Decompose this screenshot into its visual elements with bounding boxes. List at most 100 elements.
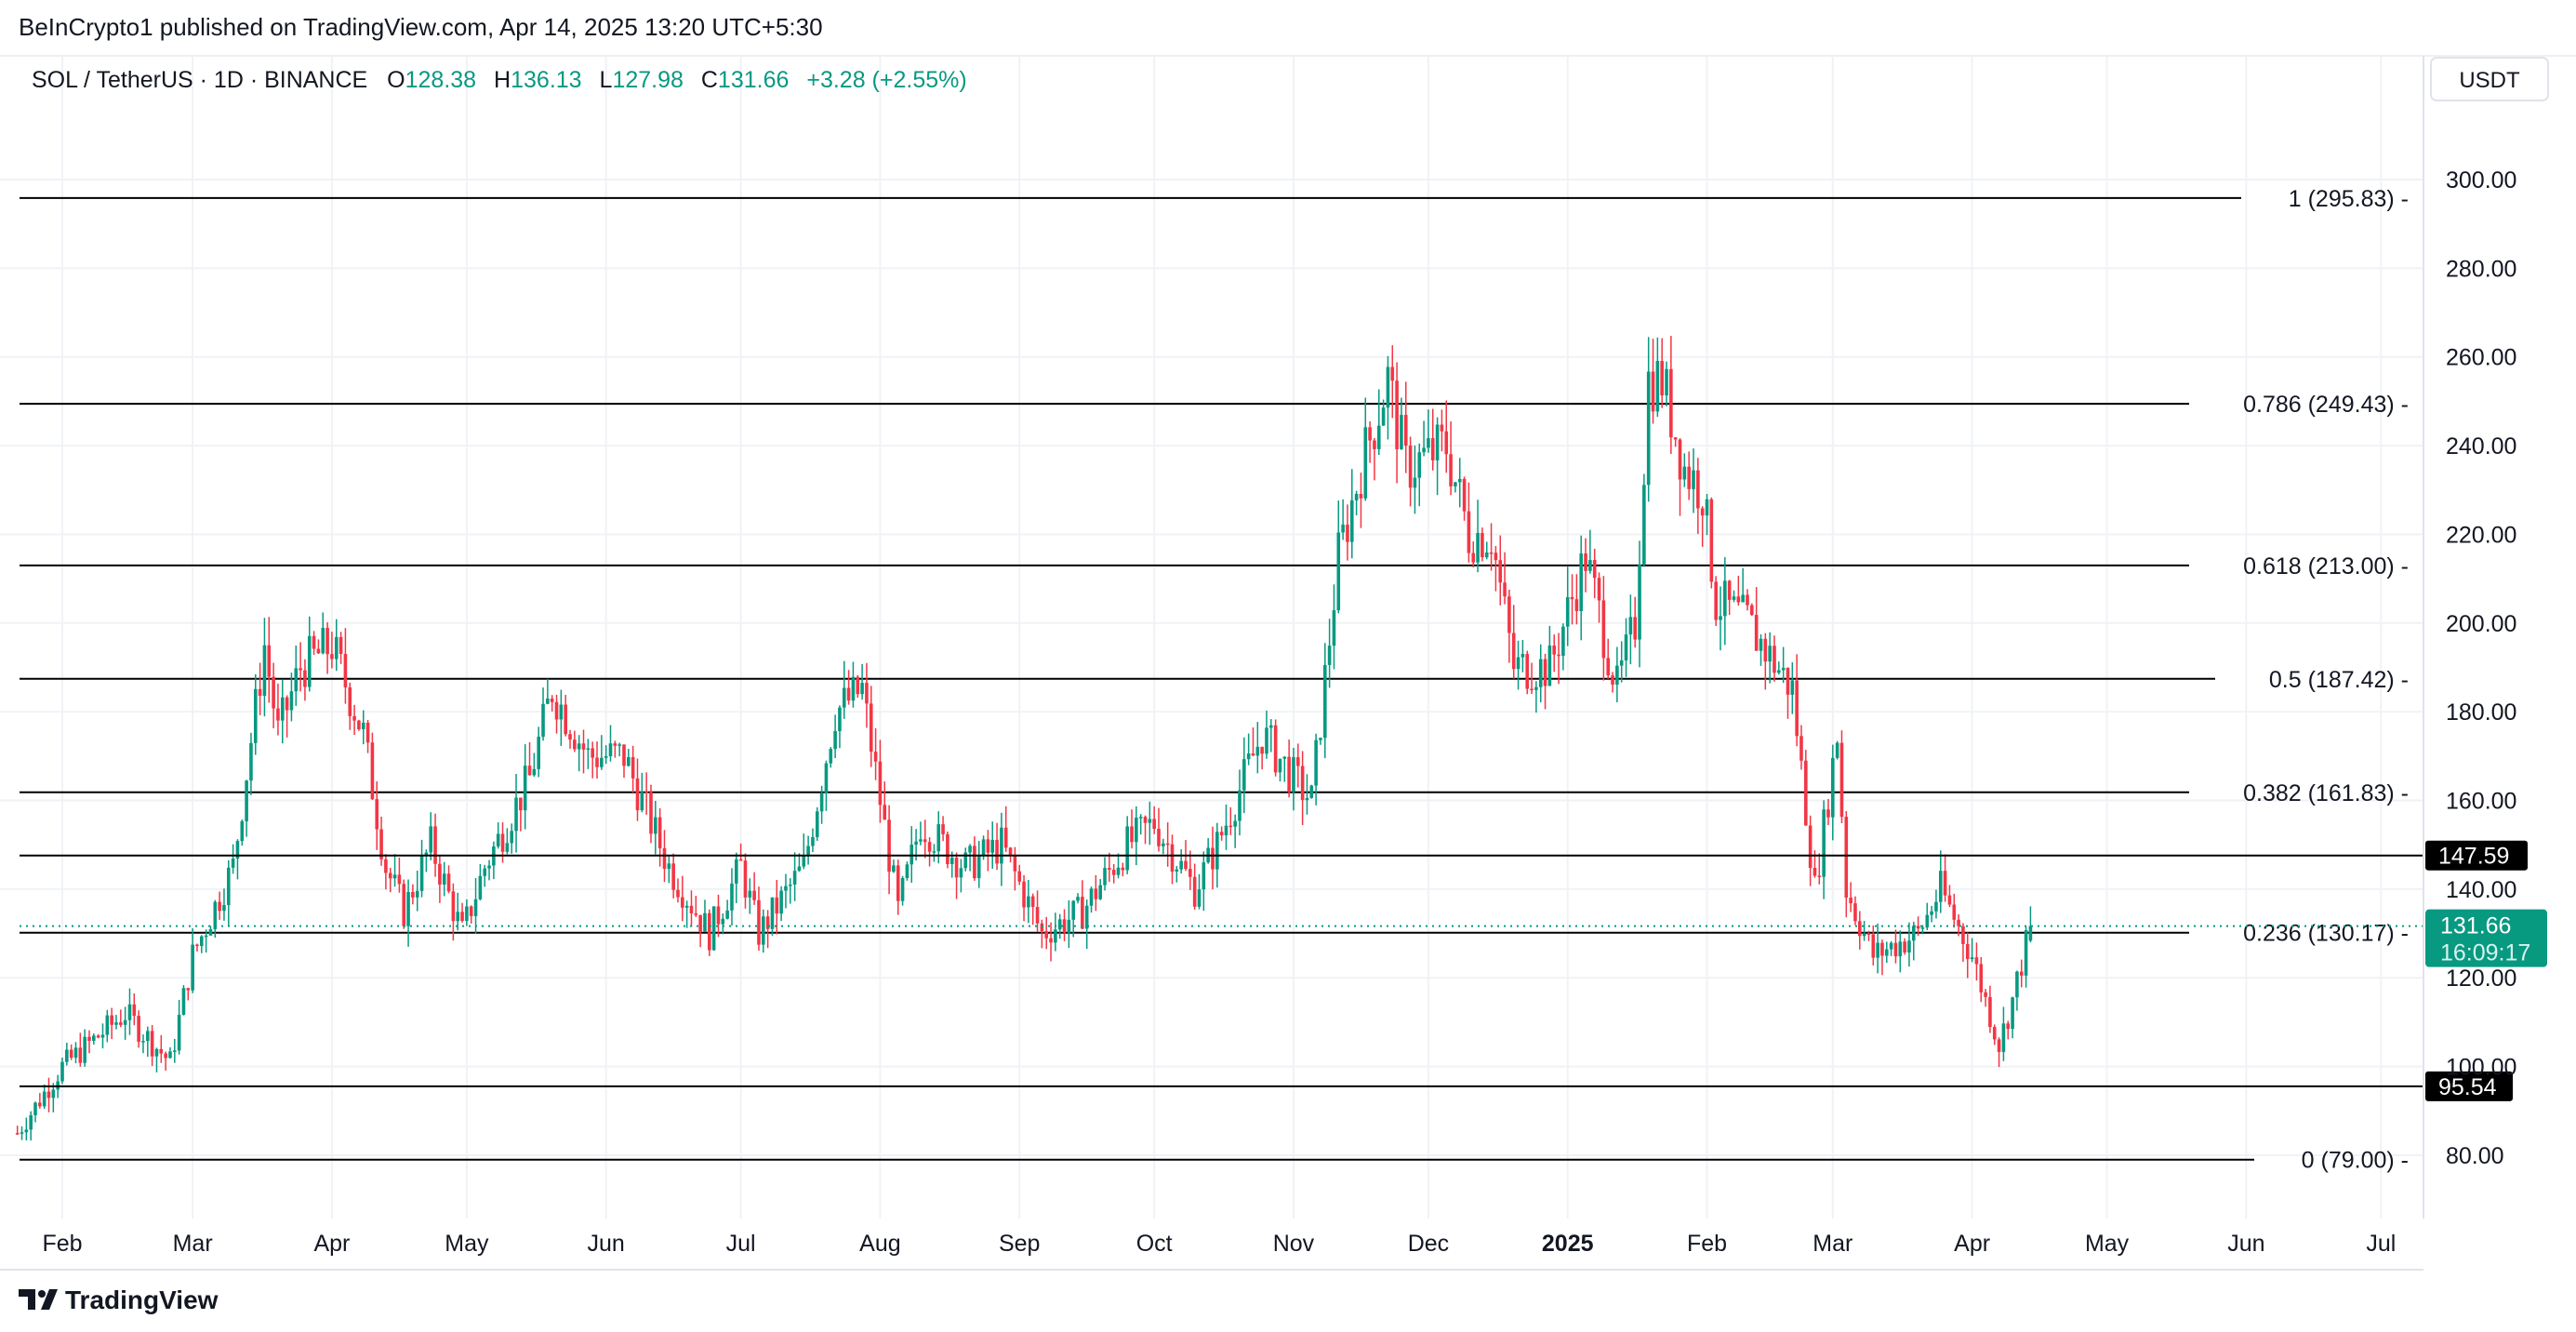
y-tick-label: 200.00: [2446, 611, 2516, 637]
candle: [289, 691, 294, 711]
candle: [775, 897, 779, 914]
candle: [1408, 446, 1413, 488]
candle: [1327, 646, 1332, 665]
candle: [123, 1019, 127, 1025]
candle: [654, 817, 657, 834]
currency-button[interactable]: USDT: [2430, 57, 2549, 101]
candle: [1413, 477, 1417, 488]
candle: [1400, 415, 1403, 449]
candle: [83, 1036, 86, 1063]
candle: [438, 863, 442, 885]
tradingview-logo[interactable]: TradingView: [19, 1285, 219, 1314]
y-tick-label: 240.00: [2446, 433, 2516, 460]
candle: [173, 1050, 177, 1052]
candle: [1251, 753, 1255, 756]
candle: [631, 756, 635, 779]
candle: [851, 676, 856, 701]
candle: [694, 912, 698, 915]
x-tick-label: Jun: [588, 1231, 625, 1257]
candle: [1579, 553, 1584, 611]
candle: [397, 874, 402, 885]
candle: [150, 1031, 154, 1057]
candle: [208, 928, 213, 936]
fib-level-label: 0.5 (187.42) -: [2269, 667, 2409, 693]
candle: [896, 865, 900, 901]
candle: [946, 833, 949, 865]
candle: [1381, 407, 1386, 426]
candle: [1759, 638, 1763, 651]
candle: [1642, 485, 1646, 565]
candle: [294, 668, 299, 692]
candle: [1044, 931, 1049, 939]
candle: [1215, 832, 1219, 870]
price-axis[interactable]: 80.00 100.00 120.00 140.00 160.00 180.00 200.0…: [2446, 167, 2516, 1169]
candle: [1597, 578, 1601, 601]
candle: [218, 901, 221, 912]
candle: [1588, 560, 1592, 571]
candle: [1386, 366, 1390, 408]
candle: [231, 859, 235, 868]
candle: [1332, 610, 1336, 646]
y-tick-label: 220.00: [2446, 522, 2516, 548]
fib-level-label: 0.618 (213.00) -: [2243, 553, 2409, 579]
candle: [846, 687, 851, 701]
candle: [1530, 688, 1534, 691]
candle: [127, 1004, 132, 1020]
candle: [1938, 871, 1943, 902]
candle: [119, 1022, 123, 1025]
fib-level-label: 0.382 (161.83) -: [2243, 780, 2409, 806]
candle: [1008, 847, 1013, 855]
time-axis[interactable]: Feb Mar Apr May Jun Jul Aug Sep Oct Nov Dec 2025 Feb…: [42, 1231, 2396, 1257]
close-value: 131.66: [718, 67, 789, 93]
candle: [1467, 511, 1471, 553]
candle: [1727, 580, 1732, 600]
x-tick-label: Jun: [2227, 1231, 2264, 1257]
candle: [1148, 819, 1152, 823]
candle: [708, 912, 711, 951]
candle: [577, 743, 581, 750]
tradingview-brand: TradingView: [65, 1285, 219, 1314]
candle: [883, 805, 887, 820]
x-tick-label: Dec: [1408, 1231, 1449, 1257]
candle: [1282, 756, 1287, 759]
fib-retracement[interactable]: 1 (295.83) - 0.786 (249.43) - 0.618 (213.0…: [20, 186, 2409, 1174]
candle: [100, 1034, 105, 1038]
candle: [92, 1035, 96, 1041]
candle: [33, 1102, 37, 1115]
candle: [1098, 885, 1102, 899]
candle: [1435, 424, 1440, 460]
candle: [833, 731, 837, 750]
candle: [792, 871, 797, 886]
candle: [285, 697, 289, 711]
candle: [644, 792, 648, 793]
symbol-legend[interactable]: SOL / TetherUS · 1D · BINANCE O128.38 H1…: [32, 67, 967, 93]
candle: [240, 820, 245, 842]
candle: [204, 935, 208, 938]
candle: [1795, 680, 1799, 737]
candle: [348, 686, 352, 716]
candle: [1121, 867, 1125, 871]
candle: [1957, 919, 1960, 926]
y-tick-label: 280.00: [2446, 256, 2516, 282]
candle: [788, 885, 792, 886]
candle: [1219, 832, 1224, 836]
candle: [272, 676, 275, 709]
candle: [132, 1004, 137, 1017]
candle: [1395, 380, 1399, 449]
candle: [339, 636, 343, 655]
candle: [146, 1031, 150, 1042]
candle: [1732, 596, 1736, 600]
candle: [1853, 903, 1857, 922]
candle: [748, 890, 752, 898]
candle: [568, 734, 572, 740]
candle: [900, 877, 905, 901]
candle: [869, 703, 873, 753]
x-tick-label: Sep: [999, 1231, 1040, 1257]
candle: [1543, 659, 1547, 686]
candle: [802, 856, 806, 867]
candle: [1692, 470, 1695, 489]
candle: [936, 824, 941, 852]
candle: [819, 793, 824, 812]
